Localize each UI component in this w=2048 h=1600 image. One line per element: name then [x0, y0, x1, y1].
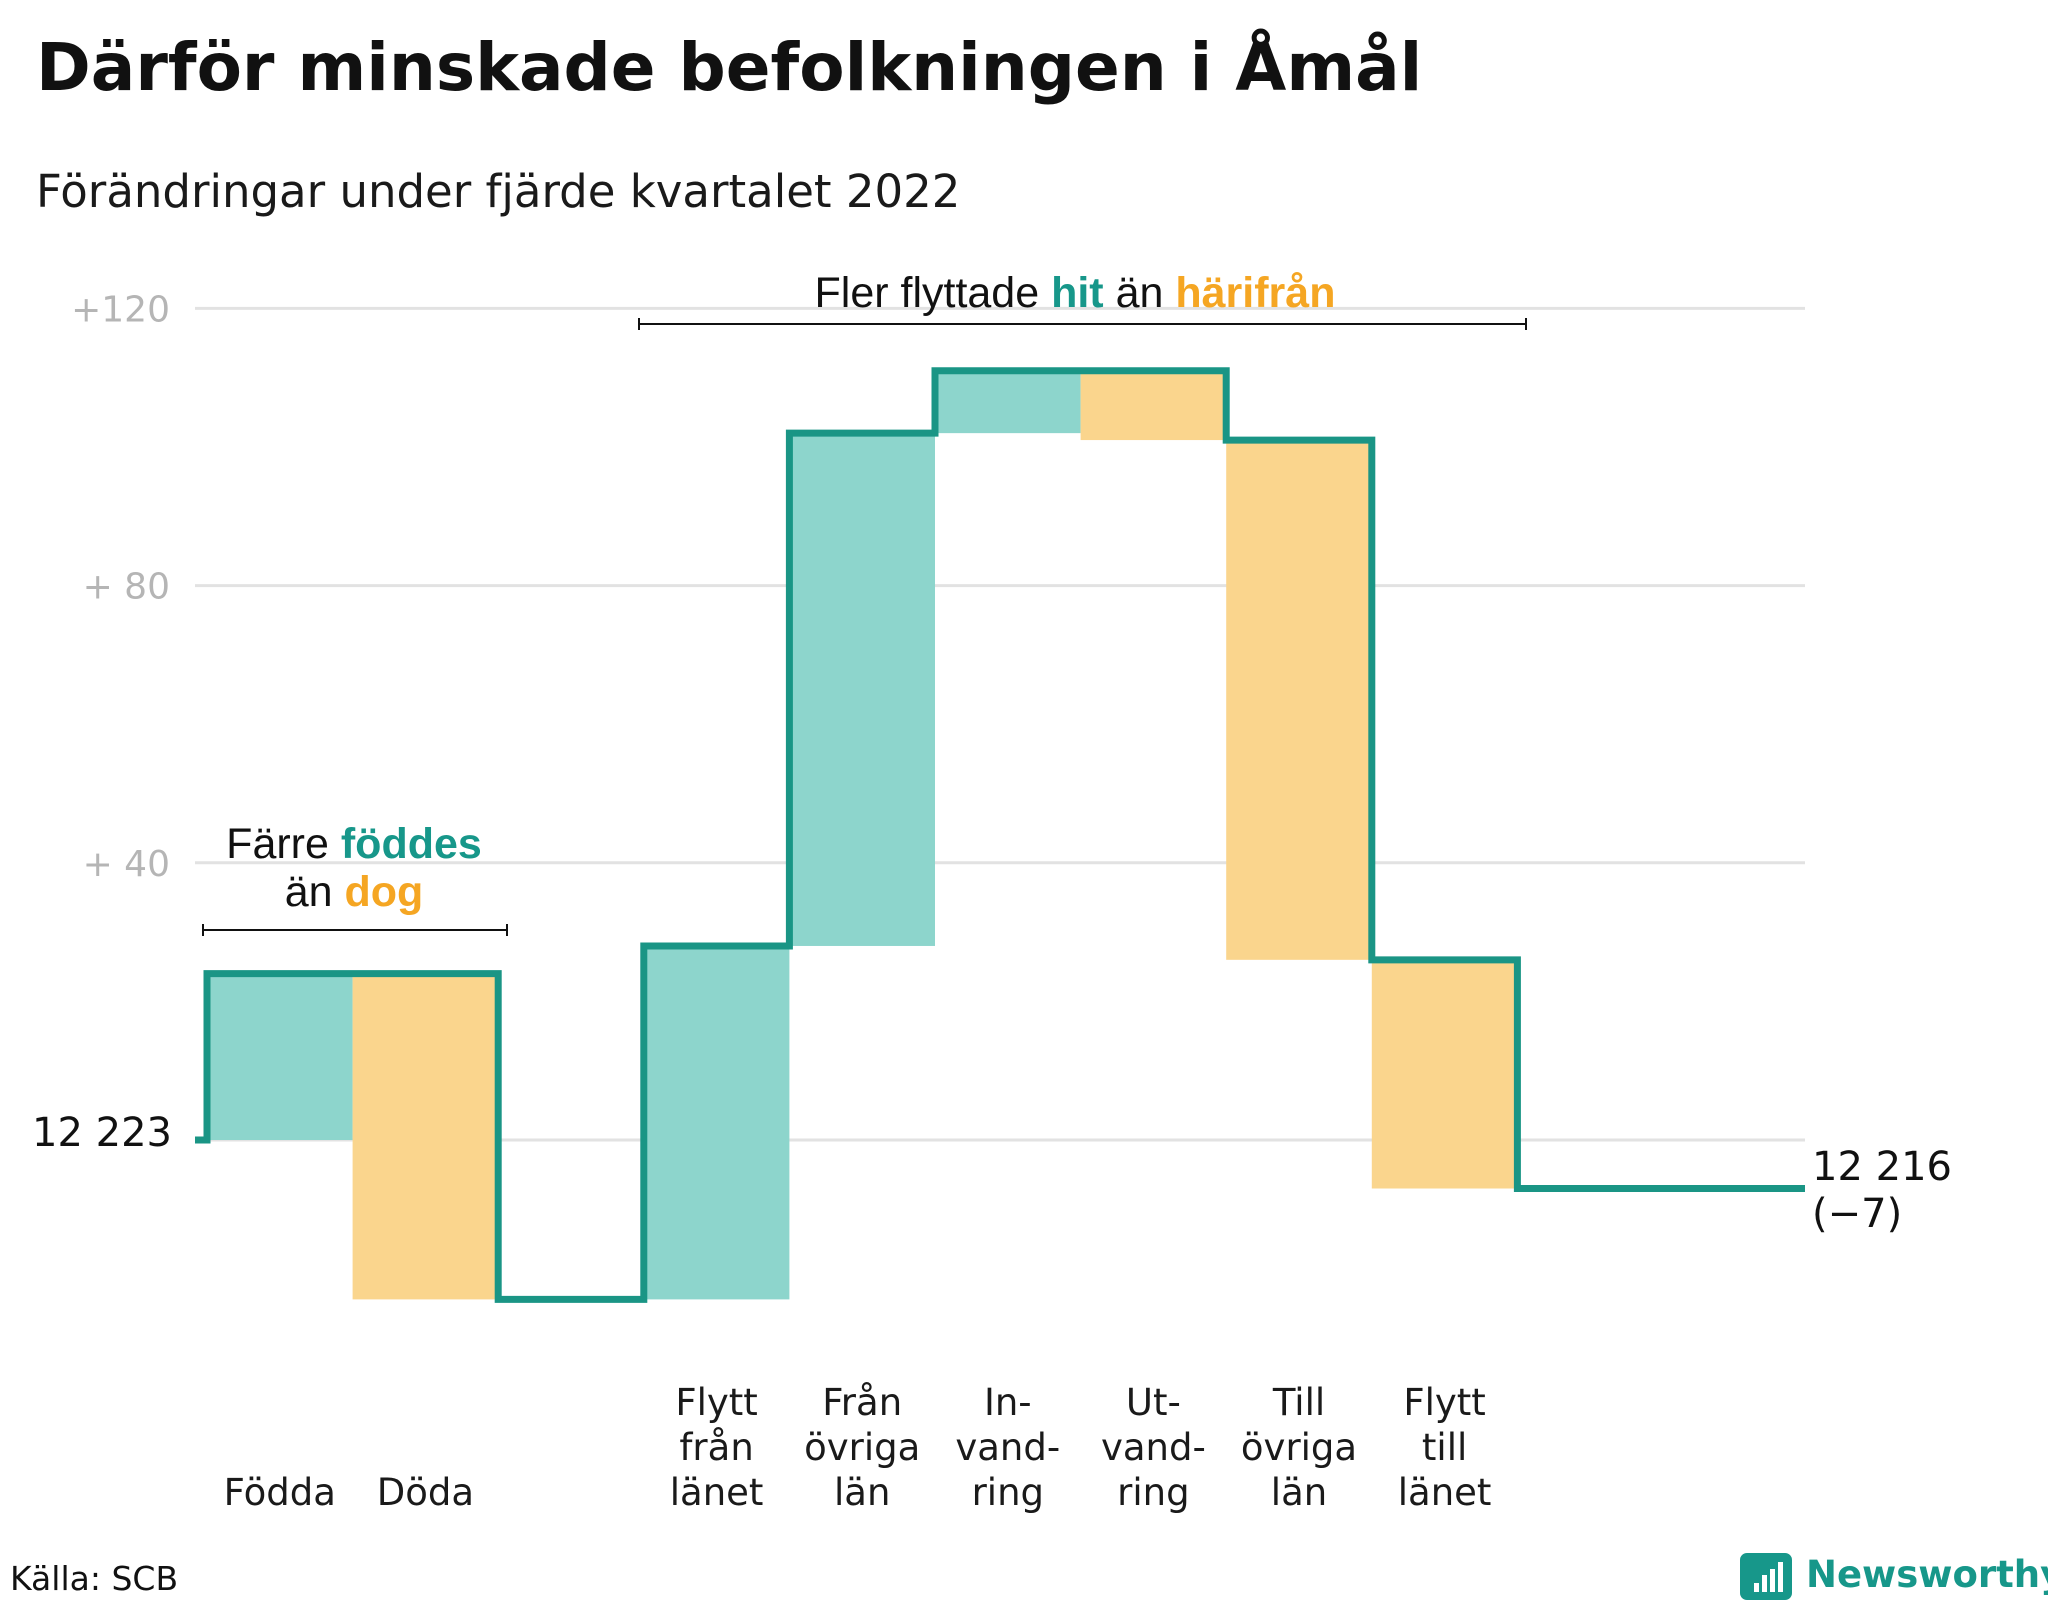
category-labels: Födda DödaFlyttfrånlänetFrånövrigalänIn-v…: [224, 1381, 1492, 1514]
annotation-text: Färre föddes: [226, 820, 482, 868]
category-label: ring: [972, 1471, 1044, 1514]
decrease-bar: [1226, 440, 1372, 960]
increase-bar: [935, 370, 1081, 434]
category-label: Flytt: [1403, 1381, 1485, 1424]
annotation-text: än dog: [285, 868, 424, 916]
category-label: övriga: [1241, 1426, 1357, 1469]
annotation-segment: härifrån: [1175, 269, 1335, 317]
annotation-segment: Fler flyttade: [815, 269, 1052, 317]
y-tick-label: + 40: [83, 844, 170, 885]
category-label: Flytt: [675, 1381, 757, 1424]
end-change-label: (−7): [1812, 1191, 1902, 1237]
cumulative-step-line: [195, 367, 1805, 1303]
y-axis-ticks: +120 + 80 + 40: [71, 289, 170, 884]
source-label: Källa: SCB: [10, 1559, 178, 1598]
gridlines: [195, 306, 1805, 1142]
bar-chart-bubble-icon: [1740, 1553, 1792, 1600]
increase-bar: [207, 973, 353, 1140]
category-label: In-: [984, 1381, 1032, 1424]
category-label: till: [1422, 1426, 1467, 1469]
bars: [207, 370, 1518, 1300]
category-label: länet: [670, 1471, 764, 1514]
category-label: länet: [1398, 1471, 1492, 1514]
y-tick-label: +120: [71, 289, 170, 330]
y-tick-label: + 80: [83, 567, 170, 608]
annotation-segment: Färre: [226, 820, 341, 868]
category-label: län: [1271, 1471, 1327, 1514]
annotation-segment: hit: [1051, 269, 1104, 317]
category-label: Ut-: [1126, 1381, 1181, 1424]
annotation-segment: än: [1104, 269, 1176, 317]
category-label: vand-: [1101, 1426, 1206, 1469]
chart-title: Därför minskade befolkningen i Åmål: [36, 28, 1422, 106]
decrease-bar: [1371, 959, 1518, 1189]
end-value-label: 12 216: [1812, 1144, 1952, 1190]
newsworthy-logo: Newsworthy: [1740, 1553, 2048, 1600]
increase-bar: [789, 433, 935, 946]
start-value-label: 12 223: [32, 1110, 172, 1156]
brand-name: Newsworthy: [1806, 1553, 2048, 1596]
decrease-bar: [352, 973, 499, 1300]
category-label: vand-: [955, 1426, 1060, 1469]
category-label: från: [679, 1426, 753, 1469]
annotation-segment: dog: [344, 868, 423, 916]
category-label: övriga: [804, 1426, 920, 1469]
decrease-bar: [1080, 370, 1227, 441]
annotation-text: Fler flyttade hit än härifrån: [815, 269, 1336, 317]
category-label: Från: [822, 1381, 902, 1424]
category-label: ring: [1117, 1471, 1189, 1514]
category-label: Födda: [224, 1471, 336, 1514]
category-label: län: [834, 1471, 890, 1514]
category-label: Till: [1272, 1381, 1325, 1424]
annotation-segment: än: [285, 868, 345, 916]
chart-subtitle: Förändringar under fjärde kvartalet 2022: [36, 165, 960, 218]
increase-bar: [643, 945, 790, 1300]
category-label: Döda: [377, 1471, 474, 1514]
annotation-segment: föddes: [341, 820, 482, 868]
